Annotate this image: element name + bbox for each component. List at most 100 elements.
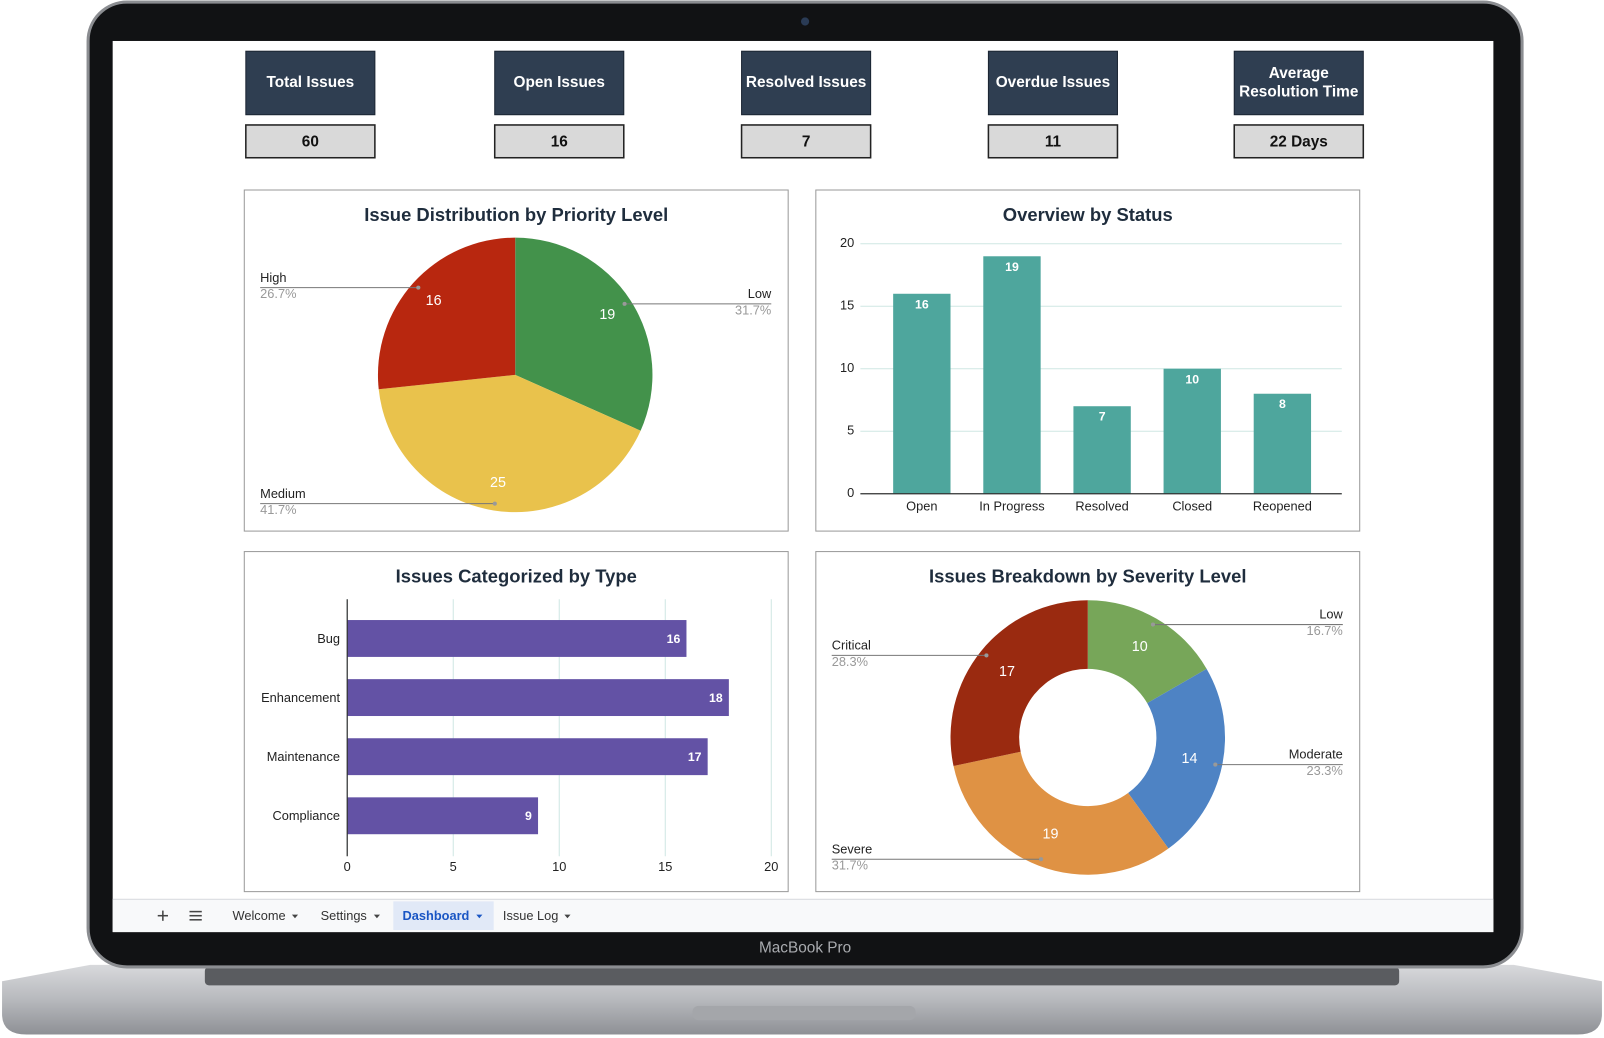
slice-category-label: Low — [1319, 607, 1343, 622]
kpi-label: Overdue Issues — [995, 73, 1111, 92]
kpi-value-text: 11 — [1044, 132, 1062, 151]
y-tick-label: Compliance — [272, 808, 340, 823]
leader-dot — [492, 501, 497, 506]
y-tick-label: 5 — [847, 423, 854, 438]
bar-value-label: 18 — [709, 691, 723, 705]
y-tick-label: 10 — [840, 360, 854, 375]
y-tick-label: 20 — [840, 235, 854, 250]
kpi-label: Open Issues — [513, 73, 605, 92]
kpi-header-box — [245, 50, 376, 116]
chart-title: Issues Categorized by Type — [396, 566, 637, 587]
kpi-header: Overdue Issues — [995, 73, 1111, 92]
slice-value-label: 19 — [599, 307, 615, 323]
slice-category-label: High — [260, 270, 286, 285]
y-tick-label: 0 — [847, 485, 854, 500]
kpi-header: Total Issues — [266, 73, 355, 92]
leader-dot — [1038, 857, 1044, 862]
camera — [800, 17, 810, 26]
kpi-header: Open Issues — [513, 73, 605, 92]
tab-dropdown — [476, 914, 483, 919]
bar-value-label: 7 — [1099, 410, 1106, 424]
tab-dropdown — [564, 914, 571, 919]
slice-value-label: 10 — [1132, 639, 1148, 655]
kpi-label: Average Resolution Time — [1239, 64, 1359, 101]
tab-label: Settings — [321, 908, 367, 923]
chart-title: Issue Distribution by Priority Level — [364, 204, 668, 225]
leader-dot — [622, 301, 627, 306]
slice-value-label: 16 — [426, 293, 442, 309]
tab-label: Dashboard — [403, 908, 470, 923]
kpi-header: Resolved Issues — [745, 73, 867, 92]
pie-slice — [377, 237, 516, 390]
slice-percent-label: 31.7% — [832, 858, 868, 873]
kpi-value-box — [493, 124, 625, 159]
active-tab-bg — [393, 901, 494, 931]
x-tick-label: 5 — [450, 859, 457, 874]
bar — [347, 620, 687, 657]
x-tick-label: 20 — [764, 859, 778, 874]
kpi-value-text: 60 — [301, 132, 319, 151]
bar-value-label: 16 — [915, 297, 929, 311]
tab-label: Welcome — [233, 908, 286, 923]
slice-category-label: Low — [748, 286, 772, 301]
bar — [347, 797, 539, 835]
kpi-value: 7 — [801, 132, 811, 151]
kpi-label: Total Issues — [266, 73, 355, 92]
slice-category-label: Medium — [260, 486, 306, 501]
slice-category-label: Moderate — [1289, 747, 1343, 762]
pie-slice — [515, 237, 653, 431]
bar — [983, 256, 1041, 494]
slice-value-label: 25 — [490, 475, 506, 491]
leader-dot — [1213, 762, 1218, 767]
slice-percent-label: 23.3% — [1307, 763, 1343, 778]
x-tick-label: Open — [906, 498, 937, 513]
leader-dot — [1150, 622, 1156, 627]
slice-value-label: 17 — [999, 664, 1015, 680]
sheet-tab[interactable]: Dashboard — [393, 901, 494, 931]
bar — [347, 679, 729, 717]
kpi-value-text: 7 — [801, 132, 811, 151]
y-tick-label: Maintenance — [267, 749, 340, 764]
kpi-value-box — [245, 124, 376, 159]
pie-slice — [378, 374, 641, 513]
x-tick-label: In Progress — [979, 498, 1044, 513]
trackpad-notch — [692, 1005, 916, 1021]
bar-value-label: 17 — [688, 750, 702, 764]
all-sheets-button[interactable] — [189, 910, 202, 921]
slice-percent-label: 41.7% — [260, 502, 296, 517]
keyboard-edge — [204, 966, 1400, 986]
slice-percent-label: 28.3% — [832, 654, 868, 669]
y-tick-label: Enhancement — [261, 690, 340, 705]
leader-dot — [416, 285, 421, 290]
x-tick-label: Closed — [1172, 498, 1212, 513]
slice-percent-label: 31.7% — [735, 302, 771, 317]
sheet-tab[interactable]: Settings — [321, 908, 381, 923]
donut-slice — [950, 600, 1088, 767]
kpi-value-text: 16 — [550, 132, 568, 151]
slice-category-label: Severe — [832, 841, 873, 856]
y-tick-label: 15 — [840, 298, 854, 313]
bar — [1073, 406, 1131, 494]
kpi-value: 11 — [1044, 132, 1062, 151]
kpi-header-box — [987, 50, 1118, 116]
kpi-header-box — [1233, 50, 1364, 116]
bar — [893, 293, 951, 494]
sheet-tab[interactable]: Issue Log — [503, 908, 571, 923]
bar — [1163, 368, 1221, 494]
bar-value-label: 8 — [1279, 397, 1286, 411]
y-tick-label: Bug — [317, 631, 340, 646]
sheet-tab[interactable]: Welcome — [233, 908, 299, 923]
slice-percent-label: 26.7% — [260, 286, 296, 301]
kpi-header-box — [494, 50, 625, 116]
kpi-header-box — [741, 50, 872, 116]
kpi-label: Resolved Issues — [745, 73, 867, 92]
x-tick-label: Resolved — [1075, 498, 1128, 513]
kpi-value-box — [1233, 124, 1365, 159]
x-tick-label: 10 — [552, 859, 566, 874]
tab-label: Issue Log — [503, 908, 559, 923]
tab-bar — [112, 899, 1494, 933]
kpi-header: Average Resolution Time — [1239, 64, 1359, 101]
add-sheet-button[interactable] — [157, 910, 168, 921]
